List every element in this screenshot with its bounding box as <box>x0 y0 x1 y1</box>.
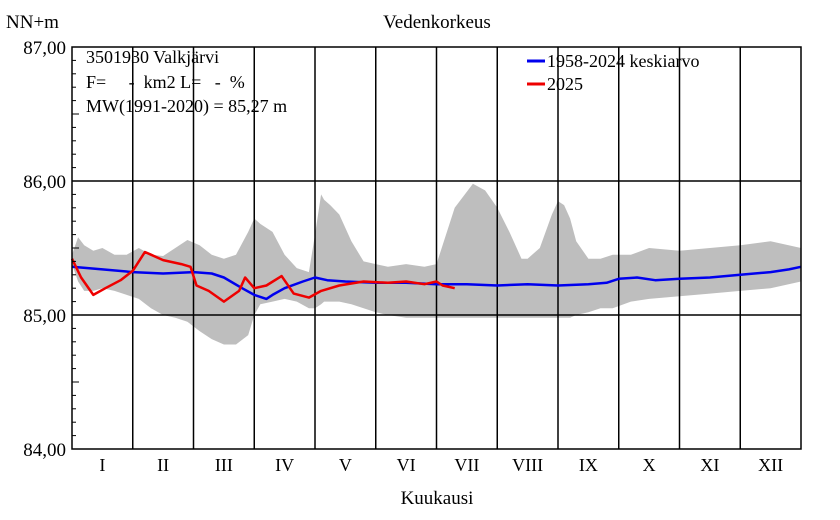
y-tick-label: 86,00 <box>23 172 66 193</box>
month-label: IX <box>579 455 598 475</box>
month-label: X <box>643 455 656 475</box>
month-label: II <box>157 455 169 475</box>
y-tick-label: 85,00 <box>23 306 66 327</box>
x-tick-labels: I II III IV V VI VII VIII IX X XI XII <box>99 455 783 475</box>
series-line-2025 <box>70 250 455 303</box>
info-box: 3501930 Valkjärvi F= - km2 L= - % MW(199… <box>86 47 287 117</box>
month-label: V <box>339 455 352 475</box>
month-label: XI <box>700 455 719 475</box>
y-tick-labels: 84,00 85,00 86,00 87,00 <box>23 38 66 461</box>
chart-title: Vedenkorkeus <box>383 12 491 33</box>
month-label: VIII <box>512 455 543 475</box>
y-axis-label: NN+m <box>6 12 59 33</box>
y-tick-label: 84,00 <box>23 440 66 461</box>
catchment-info: F= - km2 L= - % <box>86 72 245 92</box>
mean-water-level: MW(1991-2020) = 85,27 m <box>86 96 287 117</box>
month-label: VII <box>454 455 479 475</box>
station-name: 3501930 Valkjärvi <box>86 47 219 67</box>
series-lines <box>70 250 802 303</box>
grid <box>72 47 801 449</box>
x-axis-label: Kuukausi <box>401 488 474 509</box>
y-axis-minor-ticks <box>72 59 79 437</box>
month-label: IV <box>275 455 294 475</box>
legend-label: 2025 <box>547 74 583 94</box>
y-tick-label: 87,00 <box>23 38 66 59</box>
month-label: I <box>99 455 105 475</box>
month-label: VI <box>397 455 416 475</box>
month-label: XII <box>758 455 783 475</box>
legend: 1958-2024 keskiarvo 2025 <box>527 51 699 94</box>
legend-label: 1958-2024 keskiarvo <box>547 51 699 71</box>
month-label: III <box>215 455 233 475</box>
